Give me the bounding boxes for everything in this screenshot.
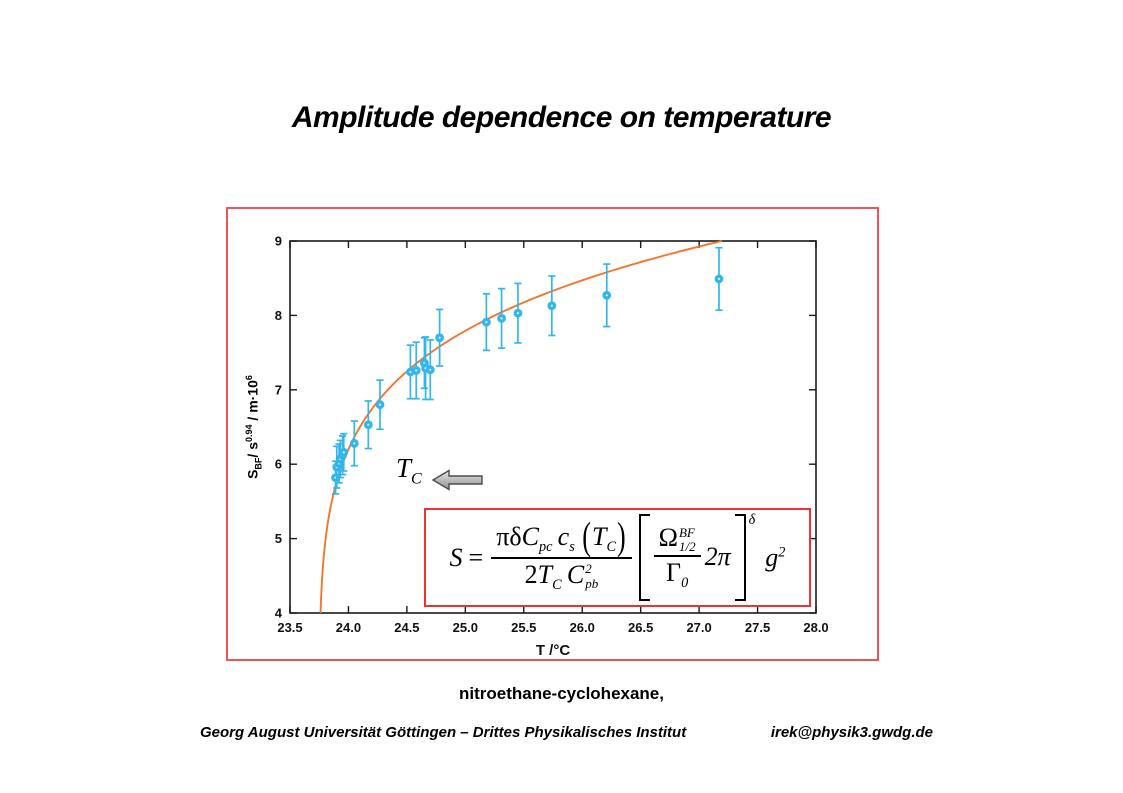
right-bracket [734, 514, 746, 601]
y-tick-label: 6 [275, 457, 282, 472]
x-tick-label: 24.0 [336, 620, 361, 635]
formula-box: S = πδCpc cs (TC) 2TC C 2 pb Ω BF 1/2 Γ0 2π … [424, 508, 811, 607]
left-bracket [638, 514, 650, 601]
data-point-center [516, 312, 520, 315]
x-tick-label: 23.5 [277, 620, 302, 635]
slide-footer: Georg August Universität Göttingen – Dri… [200, 724, 933, 741]
footer-institute: Georg August Universität Göttingen – Dri… [200, 724, 687, 741]
data-point-center [550, 304, 553, 307]
y-axis-label: SBF/ s0.94 / m·106 [244, 375, 264, 479]
data-point-center [378, 403, 382, 406]
data-point-center [342, 451, 345, 454]
footer-email: irek@physik3.gwdg.de [770, 724, 933, 741]
data-point-center [367, 423, 370, 426]
formula-numerator: πδCpc cs (TC) [491, 514, 632, 559]
data-point-center [415, 369, 418, 372]
x-axis-label: T /°C [536, 642, 570, 659]
fit-curve [319, 240, 723, 614]
y-tick-label: 4 [275, 606, 283, 621]
y-tick-label: 7 [275, 382, 282, 397]
x-tick-label: 26.5 [628, 620, 653, 635]
x-tick-label: 26.0 [570, 620, 595, 635]
data-point-center [485, 320, 488, 324]
data-point-center [438, 336, 441, 339]
data-point-center [429, 368, 432, 371]
tc-annotation: TC [396, 453, 422, 488]
scatter-plot: 23.5 24.0 24.5 25.0 25.5 26.0 26.5 27.0 27.5 28.0… [275, 234, 829, 660]
data-point-center [605, 294, 608, 297]
x-tick-label: 27.0 [686, 620, 711, 635]
formula-tail: g2 [765, 542, 786, 572]
x-tick-label: 25.5 [511, 620, 536, 635]
y-tick-label: 8 [275, 308, 282, 323]
figure-frame: 23.5 24.0 24.5 25.0 25.5 26.0 26.5 27.0 27.5 28.0… [226, 207, 879, 661]
x-tick-label: 27.5 [745, 620, 770, 635]
plot-frame [289, 240, 817, 614]
x-tick-label: 24.5 [394, 620, 419, 635]
data-point-center [409, 370, 412, 374]
formula-equals: = [468, 542, 484, 572]
slide-title: Amplitude dependence on temperature [291, 101, 832, 134]
data-point-center [717, 277, 721, 281]
formula-lhs: S [449, 542, 463, 572]
data-point-center [500, 317, 503, 320]
y-tick-label: 9 [275, 234, 282, 249]
y-tick-label: 5 [275, 531, 282, 546]
x-tick-label: 28.0 [803, 620, 828, 635]
tc-left-arrow-icon [432, 469, 483, 491]
figure-caption: nitroethane-cyclohexane, [458, 684, 664, 703]
formula-main-fraction: πδCpc cs (TC) 2TC C 2 pb [491, 514, 632, 593]
formula-denominator: 2TC C 2 pb [524, 559, 599, 593]
formula-bracket-term: Ω BF 1/2 Γ0 2π δ [638, 510, 755, 605]
x-tick-label: 25.0 [453, 620, 478, 635]
data-point-center [353, 442, 356, 445]
